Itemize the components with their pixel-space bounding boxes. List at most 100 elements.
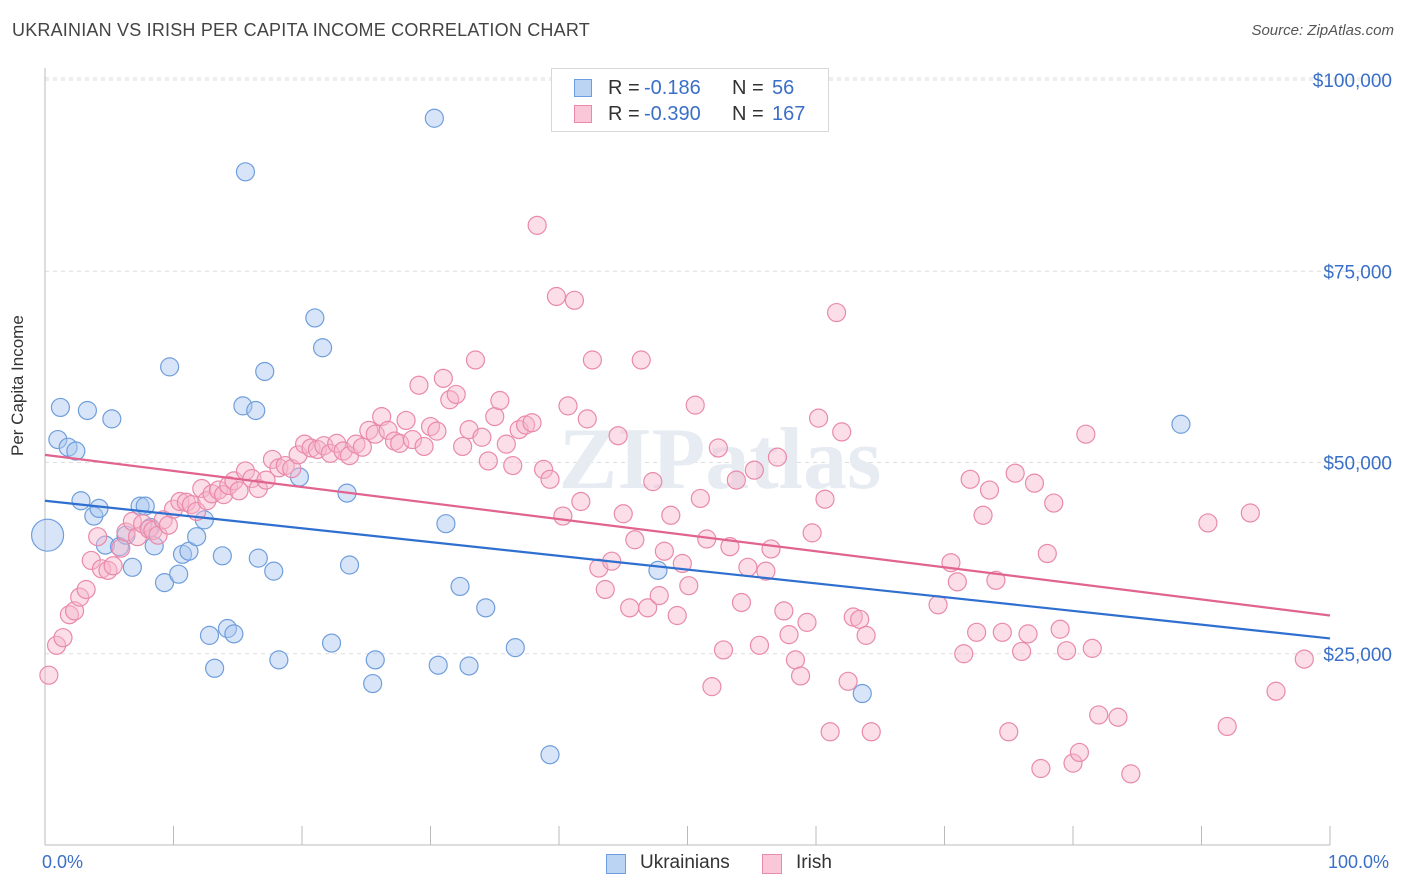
- point-ukrainians-10: [102, 409, 122, 429]
- point-irish-87: [564, 290, 585, 310]
- point-irish-61: [402, 429, 423, 450]
- point-irish-137: [861, 722, 881, 742]
- point-irish-165: [1198, 513, 1218, 533]
- point-irish-16: [133, 514, 153, 534]
- point-irish-163: [1108, 707, 1128, 727]
- correlation-legend: R = -0.186 N = 56 R = -0.390 N = 167: [551, 68, 829, 132]
- point-irish-155: [1044, 493, 1064, 513]
- point-ukrainians-38: [305, 308, 325, 328]
- point-irish-9: [91, 559, 112, 579]
- point-irish-76: [496, 434, 516, 454]
- point-ukrainians-28: [217, 618, 238, 639]
- point-irish-63: [414, 436, 434, 457]
- point-irish-13: [116, 522, 136, 542]
- point-irish-55: [365, 424, 385, 444]
- x-axis-max-label: 100.0%: [1328, 852, 1390, 872]
- point-irish-102: [654, 541, 674, 561]
- point-irish-151: [1018, 624, 1038, 644]
- point-irish-82: [533, 459, 554, 479]
- y-tick-label-0: $25,000: [1323, 645, 1392, 666]
- point-ukrainians-51: [505, 638, 525, 658]
- point-ukrainians-25: [199, 625, 220, 645]
- point-irish-27: [192, 478, 212, 499]
- point-irish-65: [427, 421, 447, 441]
- point-irish-23: [170, 491, 190, 512]
- legend-swatch-blue: [574, 79, 592, 97]
- point-irish-123: [779, 625, 799, 645]
- point-irish-117: [744, 460, 764, 480]
- point-ukrainians-34: [255, 361, 275, 382]
- legend-label-irish: Irish: [796, 852, 832, 873]
- point-irish-152: [1024, 473, 1045, 493]
- point-irish-21: [158, 515, 178, 535]
- series-irish: [39, 215, 1314, 784]
- point-irish-144: [973, 505, 993, 525]
- point-ukrainians-35: [264, 561, 284, 581]
- point-irish-112: [713, 640, 734, 660]
- point-ukrainians-50: [476, 598, 496, 618]
- point-irish-132: [832, 422, 852, 442]
- point-irish-168: [1266, 681, 1286, 701]
- point-irish-154: [1037, 543, 1057, 564]
- point-irish-38: [256, 470, 276, 490]
- point-irish-131: [826, 302, 847, 323]
- point-ukrainians-49: [459, 656, 479, 676]
- point-ukrainians-29: [224, 624, 244, 644]
- point-irish-67: [440, 390, 460, 410]
- point-ukrainians-8: [89, 498, 109, 518]
- point-irish-103: [661, 505, 681, 525]
- point-irish-159: [1069, 742, 1090, 763]
- point-ukrainians-1: [50, 397, 71, 418]
- point-irish-169: [1294, 649, 1314, 669]
- point-irish-77: [503, 455, 523, 476]
- legend-r-label: R =: [608, 103, 640, 125]
- point-irish-120: [761, 539, 781, 559]
- point-ukrainians-48: [450, 576, 470, 597]
- point-ukrainians-23: [187, 527, 207, 547]
- point-ukrainians-45: [424, 108, 444, 128]
- point-irish-111: [708, 438, 728, 458]
- point-irish-94: [608, 426, 628, 446]
- point-ukrainians-2: [48, 429, 68, 450]
- point-irish-158: [1063, 753, 1083, 773]
- point-irish-108: [690, 488, 710, 509]
- point-irish-129: [815, 489, 835, 509]
- point-irish-75: [490, 390, 510, 411]
- legend-label-ukrainians: Ukrainians: [640, 852, 730, 873]
- point-irish-161: [1082, 638, 1102, 658]
- point-irish-96: [620, 598, 640, 618]
- point-irish-141: [954, 644, 974, 664]
- point-ukrainians-32: [246, 400, 266, 421]
- point-ukrainians-18: [154, 573, 175, 593]
- legend-swatch-blue: [606, 854, 626, 874]
- point-ukrainians-5: [71, 491, 91, 511]
- point-irish-3: [59, 605, 80, 625]
- point-irish-122: [774, 601, 794, 621]
- point-irish-86: [558, 396, 578, 416]
- point-irish-156: [1050, 619, 1070, 639]
- trend-line-ukrainians: [44, 499, 1331, 640]
- point-irish-98: [631, 350, 651, 370]
- trend-line-irish: [44, 453, 1331, 617]
- point-ukrainians-42: [339, 555, 360, 575]
- legend-n-value: 56: [772, 77, 795, 99]
- point-irish-72: [472, 427, 492, 447]
- point-ukrainians-27: [212, 546, 232, 566]
- point-irish-0: [39, 665, 59, 685]
- point-irish-74: [485, 407, 505, 427]
- point-irish-5: [70, 587, 90, 607]
- point-irish-34: [229, 481, 249, 501]
- point-irish-164: [1121, 764, 1141, 784]
- y-tick-label-3: $100,000: [1313, 71, 1392, 92]
- point-ukrainians-19: [160, 357, 180, 377]
- point-irish-84: [546, 286, 567, 307]
- point-irish-153: [1031, 758, 1051, 779]
- point-irish-8: [88, 527, 108, 547]
- point-irish-128: [808, 408, 829, 428]
- legend-swatch-pink: [574, 105, 592, 123]
- point-irish-89: [577, 409, 597, 429]
- point-irish-126: [797, 612, 817, 632]
- point-ukrainians-33: [248, 548, 268, 568]
- point-irish-114: [726, 470, 746, 490]
- point-ukrainians-55: [1171, 414, 1191, 434]
